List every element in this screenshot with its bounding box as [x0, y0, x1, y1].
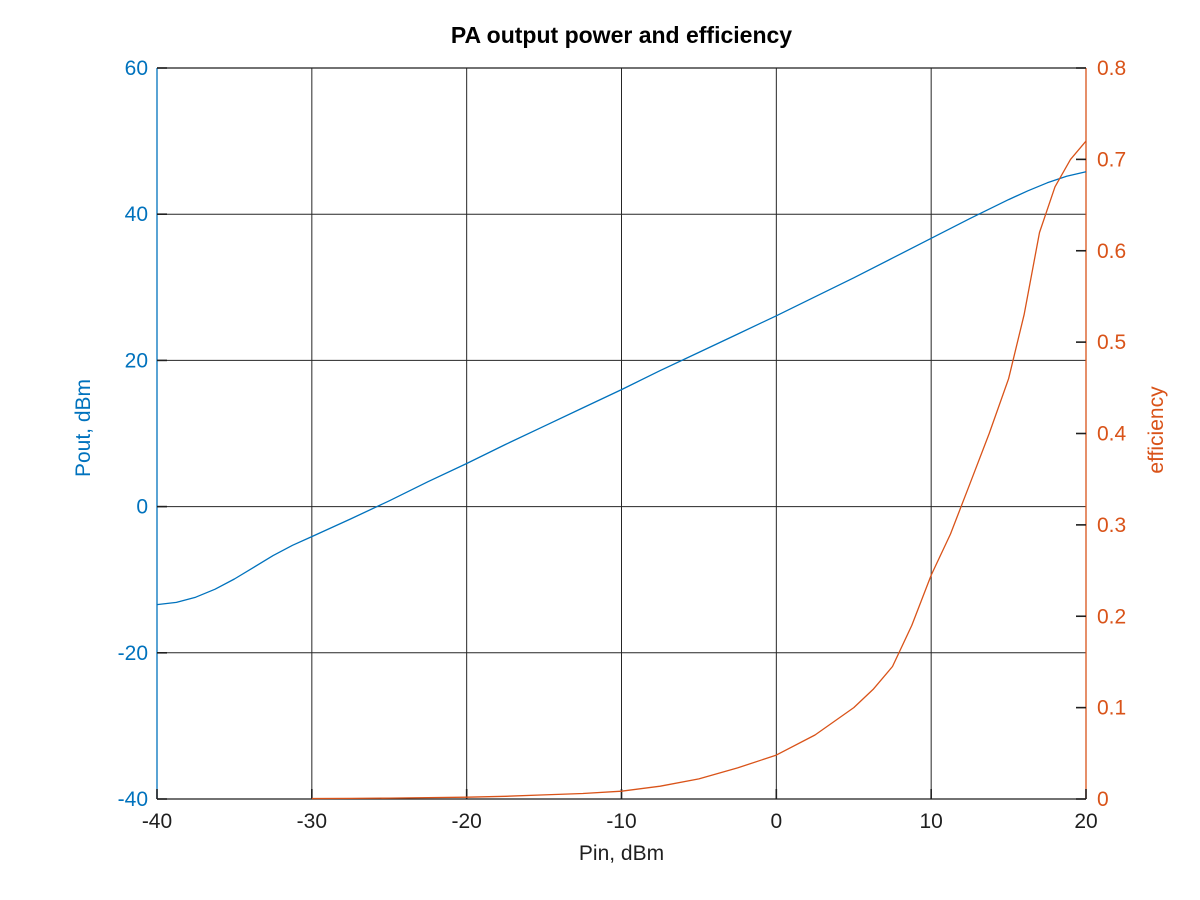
x-tick-label: -30	[297, 810, 327, 833]
y-right-tick-label: 0.2	[1097, 605, 1126, 628]
x-tick-label: -10	[606, 810, 636, 833]
y-right-tick-label: 0.8	[1097, 57, 1126, 80]
x-tick-label: 20	[1074, 810, 1097, 833]
y-right-tick-label: 0.7	[1097, 148, 1126, 171]
y-left-tick-label: -40	[118, 788, 148, 811]
y-right-tick-label: 0.1	[1097, 697, 1126, 720]
y-right-axis-label: efficiency	[1145, 386, 1168, 474]
y-left-tick-label: 60	[125, 57, 148, 80]
y-right-tick-label: 0.6	[1097, 240, 1126, 263]
y-right-tick-label: 0.3	[1097, 514, 1126, 537]
x-tick-label: 10	[919, 810, 942, 833]
x-tick-label: 0	[770, 810, 782, 833]
x-tick-label: -40	[142, 810, 172, 833]
y-left-axis-label: Pout, dBm	[72, 378, 95, 478]
x-tick-label: -20	[451, 810, 481, 833]
x-axis-label: Pin, dBm	[578, 842, 665, 865]
chart-title: PA output power and efficiency	[450, 22, 793, 48]
y-left-tick-label: 0	[136, 496, 148, 519]
y-right-tick-label: 0	[1097, 788, 1109, 811]
y-left-tick-label: 20	[125, 349, 148, 372]
series-pout	[156, 171, 1087, 606]
y-left-tick-label: 40	[125, 203, 148, 226]
y-left-tick-label: -20	[118, 642, 148, 665]
y-right-tick-label: 0.4	[1097, 423, 1127, 446]
series-efficiency	[311, 140, 1087, 800]
y-right-tick-label: 0.5	[1097, 331, 1126, 354]
